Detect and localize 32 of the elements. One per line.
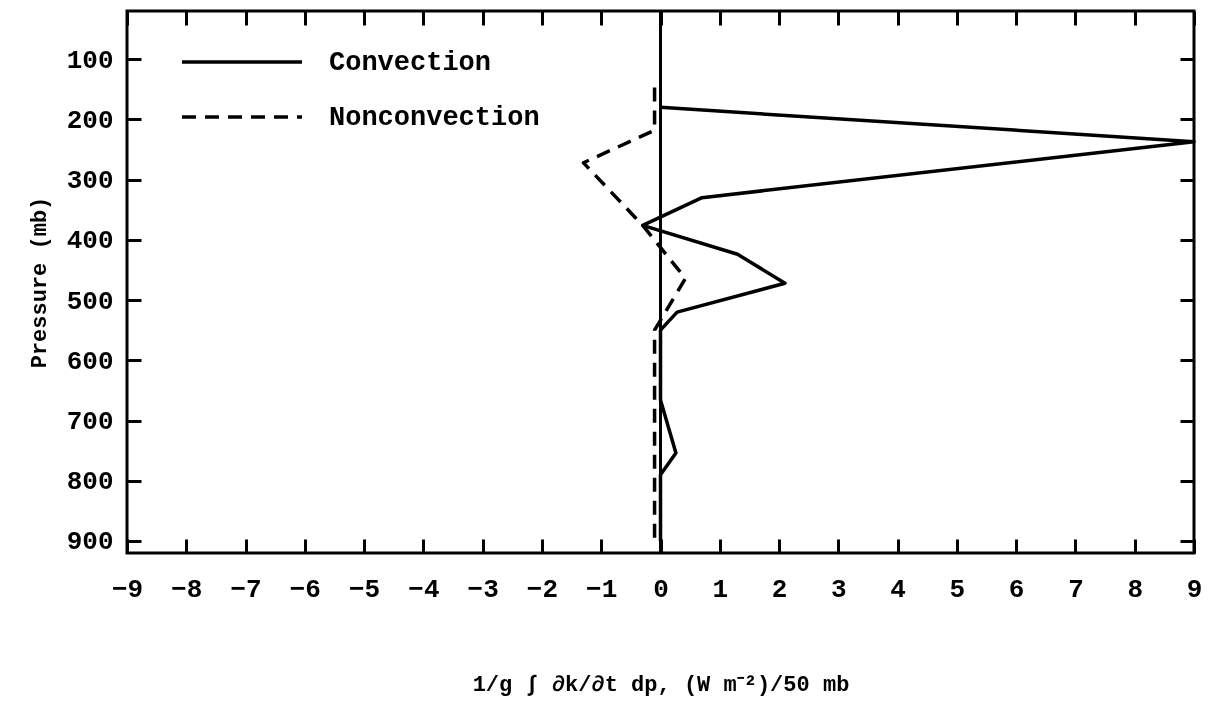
x-tick-label: −1 (586, 574, 618, 605)
legend-label: Nonconvection (329, 103, 540, 133)
x-tick-label: 0 (653, 574, 669, 605)
y-tick-label: 400 (66, 226, 114, 257)
x-tick-label: 6 (1008, 574, 1025, 605)
y-tick-label: 100 (66, 45, 114, 76)
x-tick-label: 8 (1127, 574, 1144, 605)
x-tick-label: −4 (408, 574, 440, 605)
x-tick-label: −3 (467, 574, 499, 605)
y-tick-label: 500 (66, 286, 114, 317)
x-tick-label: 1 (712, 574, 729, 605)
y-tick-label: 800 (66, 467, 114, 498)
x-tick-label: 7 (1068, 574, 1084, 605)
y-tick-label: 700 (66, 407, 114, 438)
y-axis-title: Pressure (mb) (27, 196, 53, 369)
x-tick-label: 4 (890, 574, 906, 605)
x-tick-label: −6 (289, 574, 321, 605)
y-tick-label: 300 (66, 166, 114, 197)
x-tick-label: −8 (171, 574, 203, 605)
y-tick-label: 900 (66, 527, 114, 558)
x-tick-label: −2 (526, 574, 559, 605)
x-tick-label: −9 (111, 574, 144, 605)
x-tick-label: 5 (949, 574, 966, 605)
x-tick-label: −5 (349, 574, 381, 605)
x-tick-label: 2 (771, 574, 788, 605)
legend-label: Convection (329, 48, 492, 78)
x-axis-title: 1/g ∫ ∂k/∂t dp, (W m⁻²)/50 mb (472, 672, 850, 698)
x-tick-label: 9 (1186, 574, 1203, 605)
y-tick-label: 600 (66, 346, 114, 377)
x-tick-label: 3 (831, 574, 847, 605)
x-tick-label: −7 (230, 574, 262, 605)
y-tick-label: 200 (66, 105, 114, 136)
